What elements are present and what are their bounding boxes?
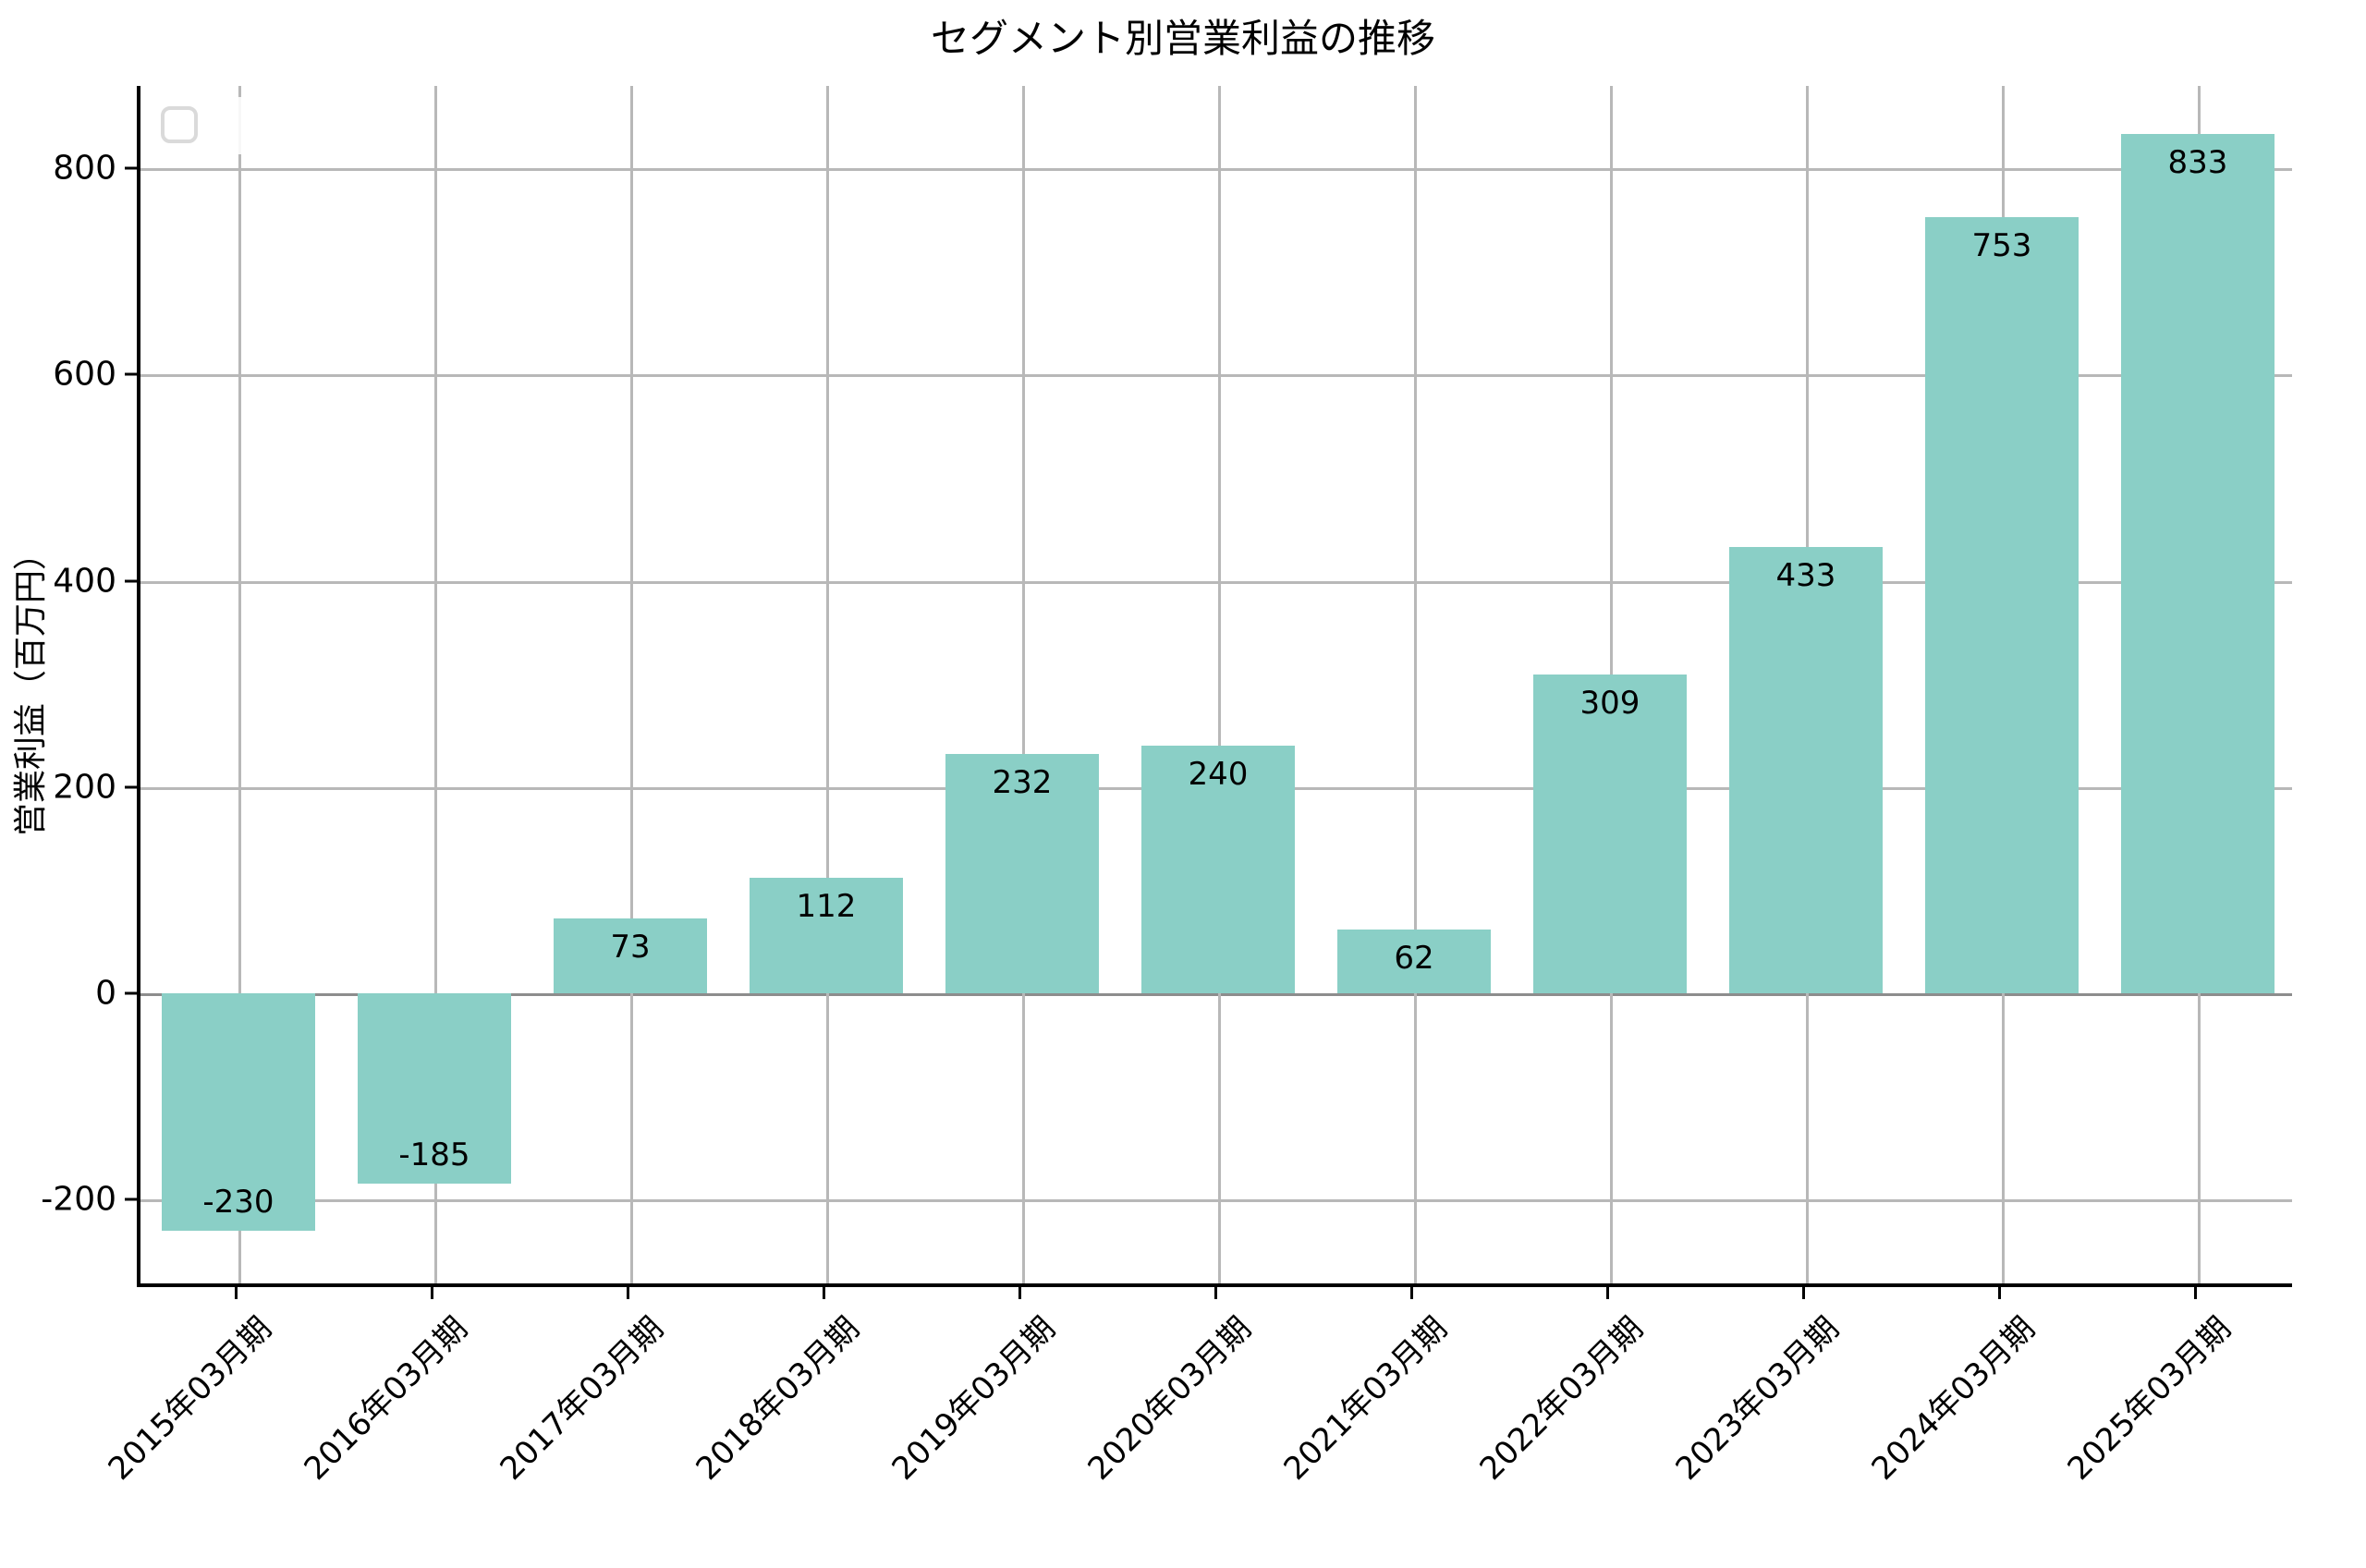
vertical-gridline — [1218, 86, 1221, 1283]
y-axis-tick-label: 0 — [95, 974, 116, 1013]
x-axis-tick-mark — [2194, 1287, 2197, 1299]
x-axis-tick-mark — [1802, 1287, 1805, 1299]
bar-value-label: -185 — [398, 1136, 470, 1174]
y-axis-tick-labels: 800 600 400 200 0 -200 — [0, 86, 116, 1287]
bar[interactable]: 73 — [554, 918, 707, 993]
bar[interactable]: 833 — [2121, 134, 2275, 993]
y-axis-tick-label: 600 — [53, 355, 116, 394]
x-axis-tick-label: 2019年03月期 — [884, 1309, 1063, 1488]
y-axis-tick-mark — [125, 166, 137, 170]
bar[interactable]: 232 — [945, 754, 1099, 993]
x-axis-tick-label: 2015年03月期 — [101, 1309, 279, 1488]
bar[interactable]: 753 — [1925, 216, 2079, 993]
bar-value-label: 433 — [1775, 556, 1836, 594]
y-axis-tick-mark — [125, 372, 137, 376]
horizontal-gridline — [140, 580, 2292, 584]
bar-value-label: 112 — [796, 887, 857, 925]
bar-value-label: 833 — [2167, 144, 2228, 182]
bar-value-label: 62 — [1394, 939, 1434, 977]
bar-value-label: 753 — [1971, 226, 2032, 264]
x-axis-tick-mark — [1018, 1287, 1021, 1299]
x-axis-tick-label: 2018年03月期 — [689, 1309, 867, 1488]
x-axis-tick-mark — [1410, 1287, 1413, 1299]
y-axis-tick-mark — [125, 785, 137, 789]
x-axis-tick-mark — [1214, 1287, 1217, 1299]
x-axis-tick-label: 2017年03月期 — [493, 1309, 671, 1488]
x-axis-tick-label: 2025年03月期 — [2060, 1309, 2238, 1488]
y-axis-tick-label: 200 — [53, 768, 116, 807]
bar[interactable]: 112 — [750, 877, 903, 993]
x-axis-tick-mark — [1606, 1287, 1609, 1299]
bar[interactable]: 62 — [1337, 929, 1491, 993]
bar[interactable]: 240 — [1141, 746, 1295, 993]
x-axis-tick-label: 2021年03月期 — [1276, 1309, 1455, 1488]
horizontal-gridline — [140, 168, 2292, 172]
horizontal-gridline — [140, 374, 2292, 378]
vertical-gridline — [630, 86, 633, 1283]
legend[interactable] — [152, 97, 290, 154]
vertical-gridline — [1022, 86, 1025, 1283]
x-axis-tick-label: 2016年03月期 — [297, 1309, 475, 1488]
x-axis-tick-label: 2020年03月期 — [1080, 1309, 1259, 1488]
vertical-gridline — [238, 86, 241, 1283]
y-axis-tick-mark — [125, 991, 137, 995]
bar[interactable]: -230 — [162, 992, 315, 1231]
chart-title: セグメント別営業利益の推移 — [930, 16, 1435, 61]
x-axis-tick-mark — [235, 1287, 238, 1299]
horizontal-gridline — [140, 1199, 2292, 1203]
vertical-gridline — [1414, 86, 1417, 1283]
x-axis-tick-mark — [627, 1287, 629, 1299]
x-axis-tick-label: 2023年03月期 — [1668, 1309, 1847, 1488]
legend-swatch-icon — [161, 106, 198, 143]
y-axis-tick-label: 400 — [53, 562, 116, 601]
plot-inner: -230 -185 73 112 232 240 62 309 433 753 833 — [140, 86, 2292, 1283]
bar-value-label: 309 — [1579, 685, 1640, 723]
bar-value-label: 232 — [992, 764, 1053, 802]
bar[interactable]: -185 — [358, 992, 511, 1185]
vertical-gridline — [826, 86, 829, 1283]
y-axis-tick-label: -200 — [41, 1180, 116, 1219]
x-axis-tick-mark — [823, 1287, 825, 1299]
zero-line — [140, 992, 2292, 996]
plot-area: -230 -185 73 112 232 240 62 309 433 753 833 — [137, 86, 2292, 1287]
y-axis-tick-mark — [125, 1197, 137, 1201]
bar-value-label: 240 — [1188, 756, 1249, 794]
y-axis-tick-label: 800 — [53, 149, 116, 188]
x-axis-tick-label: 2022年03月期 — [1472, 1309, 1651, 1488]
x-axis-tick-mark — [1998, 1287, 2001, 1299]
bar[interactable]: 433 — [1729, 546, 1883, 993]
bar-value-label: 73 — [610, 928, 651, 966]
bar-value-label: -230 — [202, 1183, 274, 1221]
x-axis-tick-label: 2024年03月期 — [1864, 1309, 2043, 1488]
bar[interactable]: 309 — [1533, 675, 1687, 993]
x-axis-tick-mark — [431, 1287, 433, 1299]
y-axis-tick-mark — [125, 579, 137, 583]
vertical-gridline — [434, 86, 437, 1283]
